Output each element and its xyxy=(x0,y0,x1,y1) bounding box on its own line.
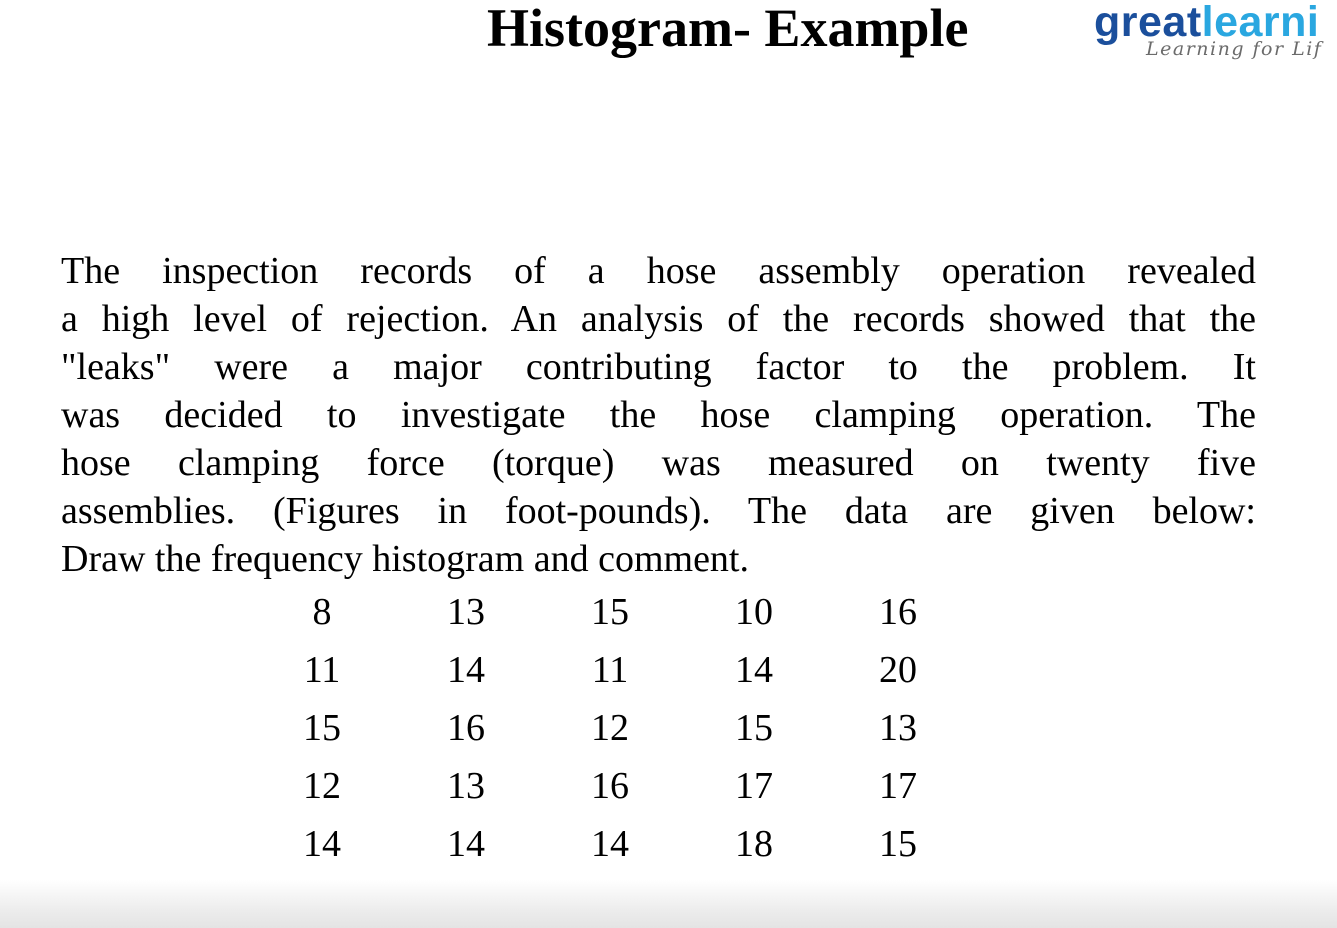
table-cell: 16 xyxy=(447,707,485,749)
table-cell: 12 xyxy=(303,765,341,807)
logo-tagline: Learning for Lif xyxy=(1146,38,1323,60)
logo-brand-great: great xyxy=(1094,0,1202,46)
table-cell: 14 xyxy=(447,823,485,865)
table-cell: 8 xyxy=(312,591,332,633)
table-row: 14 14 14 18 15 xyxy=(250,815,970,873)
table-row: 15 16 12 15 13 xyxy=(250,699,970,757)
table-cell: 10 xyxy=(735,591,773,633)
slide-title: Histogram- Example xyxy=(487,0,969,58)
table-cell: 20 xyxy=(879,649,917,691)
table-cell: 11 xyxy=(303,649,341,691)
paragraph-line: hose clamping force (torque) was measure… xyxy=(61,442,1256,484)
table-cell: 11 xyxy=(591,649,629,691)
table-cell: 16 xyxy=(879,591,917,633)
table-cell: 14 xyxy=(591,823,629,865)
table-cell: 13 xyxy=(447,765,485,807)
table-cell: 13 xyxy=(879,707,917,749)
paragraph-line: assemblies. (Figures in foot-pounds). Th… xyxy=(61,490,1256,532)
greatlearning-logo: greatlearni Learning for Lif xyxy=(1094,0,1337,66)
paragraph-line: The inspection records of a hose assembl… xyxy=(61,250,1256,292)
table-cell: 14 xyxy=(303,823,341,865)
table-cell: 15 xyxy=(735,707,773,749)
table-cell: 18 xyxy=(735,823,773,865)
bottom-shadow-bar xyxy=(0,880,1337,928)
problem-statement: The inspection records of a hose assembl… xyxy=(61,247,1256,583)
paragraph-line: a high level of rejection. An analysis o… xyxy=(61,298,1256,340)
table-cell: 14 xyxy=(447,649,485,691)
table-cell: 13 xyxy=(447,591,485,633)
torque-data-table: 8 13 15 10 16 11 14 11 14 20 15 16 12 15… xyxy=(250,583,970,873)
table-row: 12 13 16 17 17 xyxy=(250,757,970,815)
table-cell: 17 xyxy=(735,765,773,807)
table-row: 11 14 11 14 20 xyxy=(250,641,970,699)
table-cell: 15 xyxy=(303,707,341,749)
logo-wordmark: greatlearni xyxy=(1094,0,1319,46)
paragraph-line: "leaks" were a major contributing factor… xyxy=(61,346,1256,388)
table-cell: 17 xyxy=(879,765,917,807)
table-cell: 14 xyxy=(735,649,773,691)
paragraph-line: was decided to investigate the hose clam… xyxy=(61,394,1256,436)
table-row: 8 13 15 10 16 xyxy=(250,583,970,641)
paragraph-line: Draw the frequency histogram and comment… xyxy=(61,538,749,580)
logo-brand-learning: learni xyxy=(1201,0,1320,46)
table-cell: 15 xyxy=(591,591,629,633)
table-cell: 12 xyxy=(591,707,629,749)
table-cell: 15 xyxy=(879,823,917,865)
table-cell: 16 xyxy=(591,765,629,807)
